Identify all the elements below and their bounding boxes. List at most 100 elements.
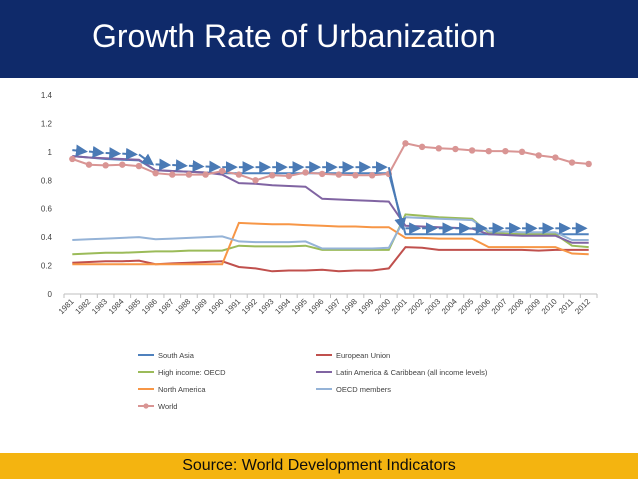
trend-arrow (88, 145, 105, 158)
y-axis: 0 0.2 0.4 0.6 0.8 1 1.2 1.4 (41, 91, 53, 299)
y-tick-label: 0.8 (41, 176, 53, 185)
x-tick-label: 1984 (107, 297, 126, 316)
data-point-world (252, 177, 259, 184)
data-point-world (502, 147, 509, 155)
legend-label: World (158, 402, 177, 411)
x-tick-label: 1985 (123, 297, 142, 316)
x-tick-label: 2005 (457, 297, 476, 316)
x-tick-label: 1992 (240, 297, 259, 316)
data-point-world (418, 143, 426, 151)
source-caption: Source: World Development Indicators (182, 457, 456, 474)
x-tick-label: 2001 (390, 297, 409, 316)
data-point-world (585, 160, 592, 168)
title-bar: Growth Rate of Urbanization (0, 0, 638, 78)
data-point-world (318, 170, 326, 178)
data-point-world (368, 172, 376, 179)
y-tick-label: 0.6 (41, 205, 53, 214)
trend-arrow (387, 166, 407, 231)
data-point-world (102, 162, 109, 169)
x-tick-label: 1993 (257, 297, 276, 316)
data-point-world (568, 159, 576, 166)
trend-arrow (105, 147, 122, 160)
data-point-world (452, 145, 459, 153)
x-tick-label: 1989 (190, 297, 209, 316)
x-tick-label: 2003 (423, 297, 442, 316)
x-tick-label: 2010 (540, 297, 559, 316)
data-point-world (219, 167, 226, 175)
x-tick-label: 1988 (173, 297, 192, 316)
data-point-world (402, 140, 409, 147)
x-tick-label: 2012 (573, 297, 592, 316)
y-tick-label: 1 (48, 148, 53, 157)
x-tick-label: 1982 (73, 297, 92, 316)
data-point-world (352, 172, 359, 179)
x-tick-label: 2000 (373, 297, 392, 316)
y-tick-label: 0.2 (41, 262, 53, 271)
data-point-world (202, 171, 209, 178)
x-tick-label: 2006 (473, 297, 492, 316)
x-tick-label: 1983 (90, 297, 109, 316)
legend-marker (143, 403, 149, 409)
data-point-world (518, 148, 526, 156)
y-tick-label: 0 (48, 290, 53, 299)
data-point-world (152, 169, 159, 177)
data-point-world (69, 155, 76, 163)
x-axis: 1981198219831984198519861987198819891990… (57, 293, 598, 316)
legend-label: OECD members (336, 385, 391, 394)
x-tick-label: 2008 (507, 297, 526, 316)
x-tick-label: 1991 (223, 297, 242, 316)
data-point-world (485, 147, 492, 155)
data-point-world (535, 152, 542, 159)
urbanization-chart: 00.20.40.60.811.21.4 1981198219831984198… (41, 91, 598, 411)
trend-arrow (72, 144, 88, 157)
trend-arrow (172, 159, 188, 172)
x-tick-label: 2007 (490, 297, 509, 316)
x-tick-label: 2011 (557, 297, 576, 316)
data-point-world (552, 154, 559, 161)
trend-arrow (155, 158, 172, 171)
legend-label: North America (158, 385, 206, 394)
data-point-world (435, 145, 442, 152)
series-lines (69, 140, 592, 273)
data-point-world (135, 162, 143, 170)
trend-arrow (188, 159, 205, 172)
data-point-world (285, 172, 293, 180)
data-point-world (235, 171, 243, 178)
x-tick-label: 1996 (307, 297, 326, 316)
x-tick-label: 1986 (140, 297, 159, 316)
x-tick-label: 2009 (523, 297, 542, 316)
data-point-world (335, 171, 343, 178)
x-tick-label: 1995 (290, 297, 309, 316)
data-point-world (119, 161, 126, 168)
x-tick-label: 1987 (157, 297, 176, 316)
data-point-world (169, 171, 176, 178)
trend-arrow (138, 153, 155, 166)
x-tick-label: 1981 (57, 297, 76, 316)
source-bar: Source: World Development Indicators (0, 453, 638, 479)
legend-label: South Asia (158, 351, 195, 360)
x-tick-label: 1990 (207, 297, 226, 316)
x-tick-label: 1997 (323, 297, 342, 316)
x-tick-label: 2002 (407, 297, 426, 316)
x-tick-label: 1994 (273, 297, 292, 316)
trend-arrow (122, 147, 138, 160)
series-line-latin-america-caribbean-all-income-levels (72, 155, 589, 244)
x-tick-label: 1999 (357, 297, 376, 316)
y-tick-label: 1.4 (41, 91, 53, 100)
trend-arrow (205, 160, 222, 173)
data-point-world (468, 147, 476, 154)
legend: South Asia European Union High income: OEC… (138, 351, 488, 411)
y-tick-label: 1.2 (41, 119, 53, 128)
legend-label: European Union (336, 351, 390, 360)
legend-label: High income: OECD (158, 368, 226, 377)
trend-arrows (72, 144, 588, 235)
slide-title: Growth Rate of Urbanization (92, 18, 496, 54)
legend-label: Latin America & Caribbean (all income le… (336, 368, 488, 377)
data-point-world (85, 161, 93, 168)
series-line-north-america (72, 221, 589, 266)
data-point-world (269, 172, 276, 179)
x-tick-label: 2004 (440, 297, 459, 316)
x-tick-label: 1998 (340, 297, 359, 316)
data-point-world (302, 169, 309, 176)
y-tick-label: 0.4 (41, 233, 53, 242)
